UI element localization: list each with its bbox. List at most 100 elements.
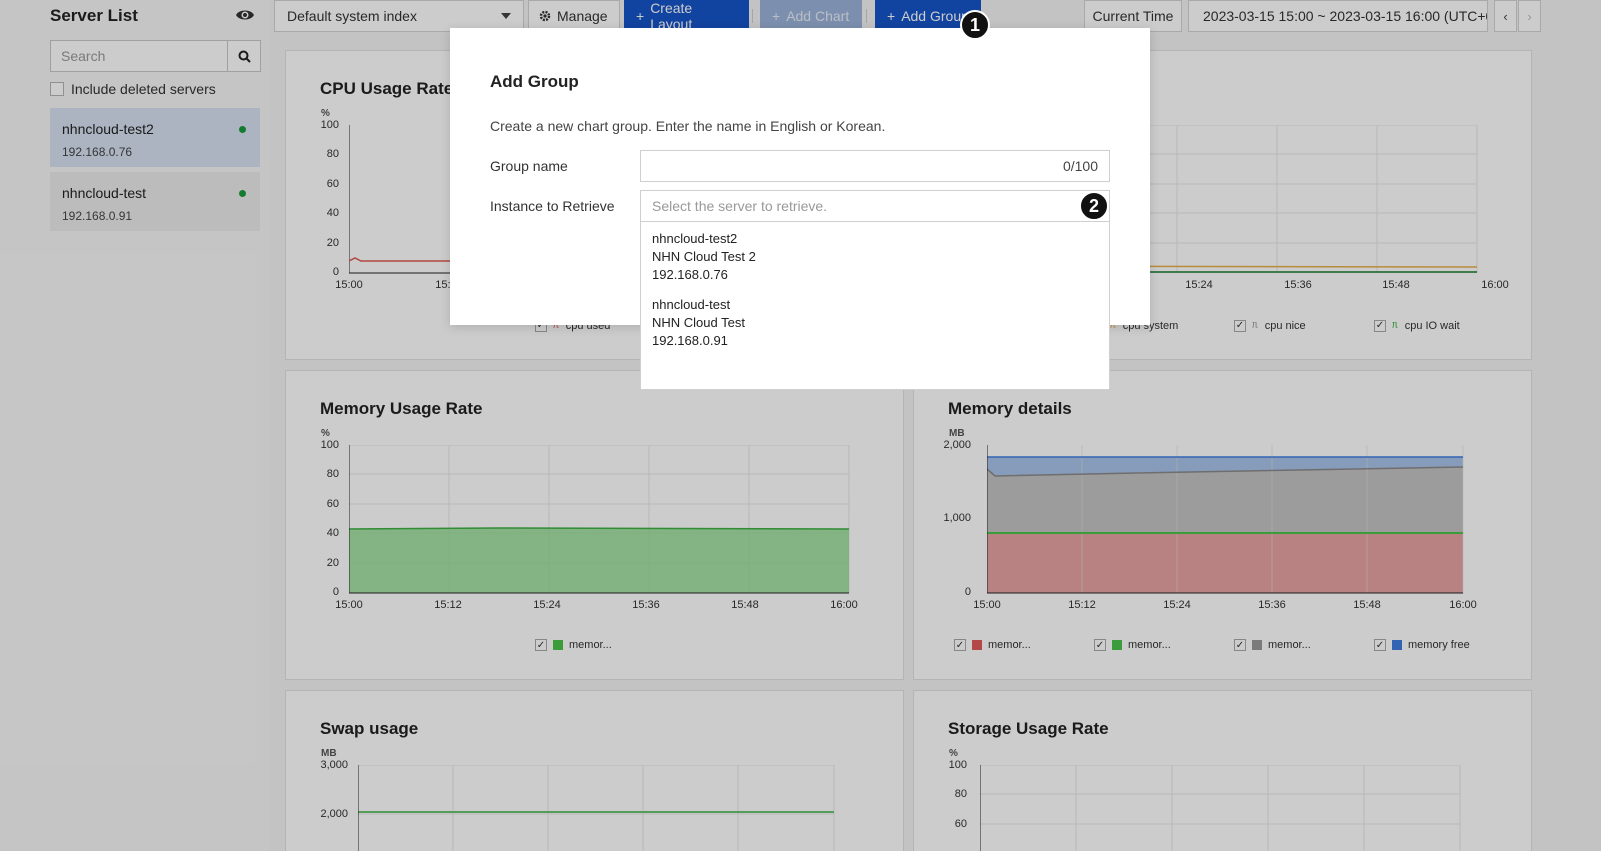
server-item[interactable]: nhncloud-test 192.168.0.91 (50, 172, 260, 231)
option-ip: 192.168.0.91 (652, 333, 728, 348)
index-select-value: Default system index (287, 8, 417, 24)
y-tick: 60 (954, 818, 967, 830)
group-name-input[interactable]: 0/100 (640, 150, 1110, 182)
x-tick: 15:48 (1382, 279, 1410, 291)
x-tick: 15:12 (434, 599, 462, 611)
legend-cpu-nice[interactable]: ✓ ᥰ cpu nice (1234, 319, 1306, 332)
legend-memory-usage[interactable]: ✓ memor... (535, 639, 612, 651)
checkbox-box[interactable] (50, 82, 64, 96)
eye-icon[interactable] (235, 6, 255, 24)
y-tick: 100 (320, 439, 339, 451)
create-layout-button[interactable]: + Create Layout (624, 0, 749, 32)
legend-checkbox[interactable]: ✓ (535, 639, 547, 651)
memory-usage-area (349, 528, 849, 593)
option-display-name: NHN Cloud Test (652, 315, 745, 330)
instance-select[interactable]: Select the server to retrieve. (640, 190, 1110, 222)
option-display-name: NHN Cloud Test 2 (652, 249, 756, 264)
y-tick: 0 (332, 586, 339, 598)
previous-range-button[interactable]: ‹ (1494, 0, 1517, 32)
legend-memory-green[interactable]: ✓ memor... (1094, 639, 1171, 651)
x-tick: 16:00 (830, 599, 858, 611)
include-deleted-checkbox[interactable]: Include deleted servers (50, 81, 216, 97)
group-name-label: Group name (490, 158, 568, 174)
x-tick: 16:00 (1481, 279, 1509, 291)
server-item[interactable]: nhncloud-test2 192.168.0.76 (50, 108, 260, 167)
legend-label: memor... (1128, 639, 1171, 651)
panel-title: Storage Usage Rate (948, 719, 1109, 738)
x-tick: 15:24 (1185, 279, 1213, 291)
x-tick: 15:36 (1284, 279, 1312, 291)
legend-cpu-io-wait[interactable]: ✓ ᥰ cpu IO wait (1374, 319, 1460, 332)
x-tick: 15:00 (973, 599, 1001, 611)
step-marker: 1 (960, 10, 990, 40)
legend-swatch (972, 640, 982, 650)
y-tick: 20 (326, 237, 339, 249)
y-tick: 80 (326, 468, 339, 480)
manage-button[interactable]: Manage (528, 0, 620, 32)
panel-title: Memory details (948, 399, 1072, 418)
y-tick: 0 (332, 266, 339, 278)
legend-label: memory free (1408, 639, 1470, 651)
legend-swatch (1252, 640, 1262, 650)
plus-icon: + (772, 8, 781, 24)
current-time-button[interactable]: Current Time (1084, 0, 1182, 32)
legend-checkbox[interactable]: ✓ (1374, 319, 1386, 332)
y-tick: 0 (964, 586, 971, 598)
y-tick: 20 (326, 557, 339, 569)
memory-details-panel: Memory details MB 2,000 1,000 0 15:00 15… (913, 370, 1532, 680)
status-dot (239, 126, 246, 133)
index-select[interactable]: Default system index (274, 0, 524, 32)
legend-swatch (1112, 640, 1122, 650)
x-tick: 15:00 (335, 279, 363, 291)
legend-wave-icon: ᥰ (1252, 319, 1259, 331)
plus-icon: + (887, 8, 896, 24)
add-chart-button[interactable]: + Add Chart (760, 0, 862, 32)
toolbar: Default system index Manage + Create Lay… (274, 0, 1601, 32)
memory-usage-line (349, 527, 850, 530)
time-range-picker[interactable]: 2023-03-15 15:00 ~ 2023-03-15 16:00 (UTC… (1188, 0, 1488, 32)
legend-memory-free[interactable]: ✓ memory free (1374, 639, 1470, 651)
y-tick: 100 (948, 759, 967, 771)
search-icon (238, 50, 251, 63)
cpu-used-line (349, 257, 459, 262)
memory-usage-panel: Memory Usage Rate % 100 80 60 40 20 0 15… (285, 370, 904, 680)
memory-chart-plot (349, 445, 850, 594)
legend-swatch (553, 640, 563, 650)
y-tick: 2,000 (320, 808, 348, 820)
dropdown-option[interactable]: nhncloud-test NHN Cloud Test 192.168.0.9… (652, 296, 1098, 350)
y-tick: 2,000 (943, 439, 971, 451)
legend-memory-gray[interactable]: ✓ memor... (1234, 639, 1311, 651)
search-button[interactable] (227, 41, 260, 71)
panel-title: CPU Usage Rate (320, 79, 454, 98)
status-dot (239, 190, 246, 197)
x-tick: 15:12 (1068, 599, 1096, 611)
x-tick: 15:36 (1258, 599, 1286, 611)
legend-checkbox[interactable]: ✓ (1094, 639, 1106, 651)
server-list-sidebar: Server List Include deleted servers nhnc… (0, 0, 270, 851)
y-tick: 60 (326, 498, 339, 510)
legend-wave-icon: ᥰ (1110, 319, 1117, 331)
legend-label: memor... (569, 639, 612, 651)
add-group-label: Add Group (901, 8, 969, 24)
caret-down-icon (501, 13, 511, 19)
legend-swatch (1392, 640, 1402, 650)
x-tick: 15:00 (335, 599, 363, 611)
swap-chart-plot (358, 765, 835, 851)
legend-memory-red[interactable]: ✓ memor... (954, 639, 1031, 651)
x-tick: 15:24 (1163, 599, 1191, 611)
add-group-dialog: Add Group Create a new chart group. Ente… (450, 28, 1150, 325)
y-tick: 40 (326, 207, 339, 219)
next-range-button[interactable]: › (1518, 0, 1541, 32)
x-tick: 15:36 (632, 599, 660, 611)
legend-checkbox[interactable]: ✓ (1234, 319, 1246, 332)
server-ip: 192.168.0.91 (62, 209, 133, 223)
legend-checkbox[interactable]: ✓ (954, 639, 966, 651)
manage-label: Manage (557, 8, 608, 24)
legend-checkbox[interactable]: ✓ (1234, 639, 1246, 651)
y-tick: 1,000 (943, 512, 971, 524)
dropdown-option[interactable]: nhncloud-test2 NHN Cloud Test 2 192.168.… (652, 230, 1098, 284)
gear-icon (539, 10, 551, 22)
legend-checkbox[interactable]: ✓ (1374, 639, 1386, 651)
search-input[interactable] (51, 41, 227, 71)
current-time-label: Current Time (1092, 8, 1174, 24)
